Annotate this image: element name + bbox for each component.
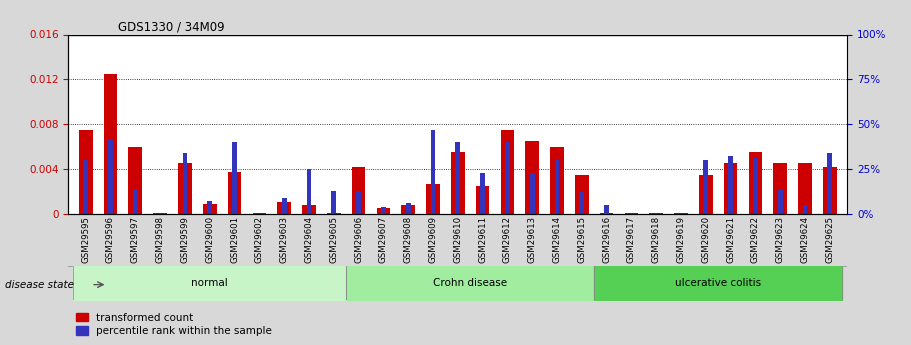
Bar (79, 130, 93, 214)
Text: disease state: disease state (5, 280, 74, 289)
Bar (500, 130, 514, 214)
Bar (431, 130, 435, 214)
Bar (728, 157, 733, 214)
Bar (352, 167, 365, 214)
Bar (232, 142, 237, 214)
Bar (307, 169, 312, 214)
Text: ulcerative colitis: ulcerative colitis (675, 278, 762, 288)
Text: GSM29600: GSM29600 (205, 216, 214, 264)
Bar (208, 201, 212, 214)
Bar (203, 204, 217, 214)
Bar (773, 164, 787, 214)
Bar (599, 213, 613, 214)
Bar (456, 142, 460, 214)
Bar (426, 184, 440, 214)
Text: Crohn disease: Crohn disease (433, 278, 507, 288)
Bar (753, 158, 758, 214)
Text: GSM29611: GSM29611 (478, 216, 487, 264)
Text: GSM29614: GSM29614 (552, 216, 561, 264)
Text: GSM29625: GSM29625 (825, 216, 834, 264)
Text: GSM29618: GSM29618 (651, 216, 660, 264)
Text: normal: normal (191, 278, 228, 288)
Bar (402, 206, 415, 214)
Text: GSM29596: GSM29596 (106, 216, 115, 263)
Text: GSM29608: GSM29608 (404, 216, 413, 264)
Bar (327, 213, 341, 214)
Text: GSM29615: GSM29615 (578, 216, 587, 264)
Bar (575, 175, 589, 214)
Text: GSM29602: GSM29602 (255, 216, 264, 264)
Text: GSM29620: GSM29620 (701, 216, 711, 264)
Text: GSM29609: GSM29609 (428, 216, 437, 263)
Bar (778, 189, 783, 214)
Bar (604, 205, 609, 214)
Bar (451, 152, 465, 214)
Bar (703, 160, 708, 214)
Bar (128, 147, 142, 214)
Text: GSM29598: GSM29598 (156, 216, 165, 263)
Text: GSM29613: GSM29613 (527, 216, 537, 264)
Text: GSM29607: GSM29607 (379, 216, 388, 264)
Text: GSM29610: GSM29610 (454, 216, 462, 264)
Legend: transformed count, percentile rank within the sample: transformed count, percentile rank withi… (74, 310, 274, 338)
Bar (798, 164, 812, 214)
Text: GSM29623: GSM29623 (776, 216, 784, 264)
Bar (83, 160, 88, 214)
Bar (823, 167, 836, 214)
Text: GSM29603: GSM29603 (280, 216, 289, 264)
Text: GSM29605: GSM29605 (329, 216, 338, 264)
Bar (108, 139, 113, 214)
Text: GSM29599: GSM29599 (180, 216, 189, 263)
Bar (579, 193, 584, 214)
Bar (252, 213, 266, 214)
Text: GSM29624: GSM29624 (801, 216, 810, 264)
Text: GSM29606: GSM29606 (354, 216, 363, 264)
Bar (749, 152, 763, 214)
Bar (182, 153, 188, 214)
Bar (281, 198, 287, 214)
Bar (381, 207, 385, 214)
Bar (302, 206, 316, 214)
Bar (555, 160, 559, 214)
Text: GDS1330 / 34M09: GDS1330 / 34M09 (118, 21, 225, 34)
Bar (277, 202, 291, 214)
Bar (526, 141, 539, 214)
Text: GSM29619: GSM29619 (677, 216, 686, 263)
Bar (104, 74, 118, 214)
Text: GSM29621: GSM29621 (726, 216, 735, 264)
Bar (625, 213, 639, 214)
Bar (153, 213, 167, 214)
Bar (376, 208, 390, 214)
Bar (332, 190, 336, 214)
Bar (505, 142, 510, 214)
Bar (827, 153, 833, 214)
Bar (724, 164, 738, 214)
Bar (674, 213, 688, 214)
Text: GSM29612: GSM29612 (503, 216, 512, 264)
Text: GSM29617: GSM29617 (627, 216, 636, 264)
Bar (476, 186, 489, 214)
Bar (803, 205, 807, 214)
Bar (699, 175, 712, 214)
Bar (480, 172, 485, 214)
Bar (550, 147, 564, 214)
Bar (178, 164, 191, 214)
Text: GSM29601: GSM29601 (230, 216, 239, 264)
Text: GSM29597: GSM29597 (131, 216, 139, 263)
Bar (405, 203, 411, 214)
Bar (530, 172, 535, 214)
Bar (133, 189, 138, 214)
Text: GSM29622: GSM29622 (751, 216, 760, 264)
Bar (356, 190, 361, 214)
Bar (650, 213, 663, 214)
Text: GSM29604: GSM29604 (304, 216, 313, 264)
Text: GSM29595: GSM29595 (81, 216, 90, 263)
Bar (228, 172, 241, 214)
Text: GSM29616: GSM29616 (602, 216, 611, 264)
